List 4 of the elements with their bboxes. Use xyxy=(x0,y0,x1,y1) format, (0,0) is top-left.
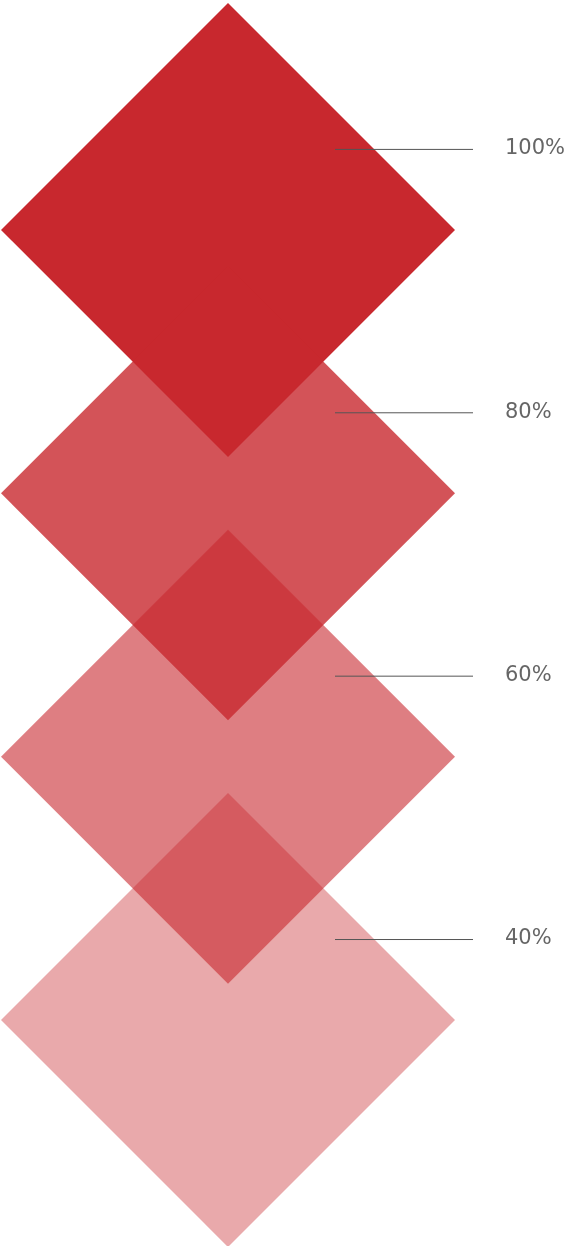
data-label: 80% xyxy=(505,398,552,423)
data-label: 40% xyxy=(505,925,552,950)
data-label: 60% xyxy=(505,662,552,687)
data-label: 100% xyxy=(505,135,566,160)
